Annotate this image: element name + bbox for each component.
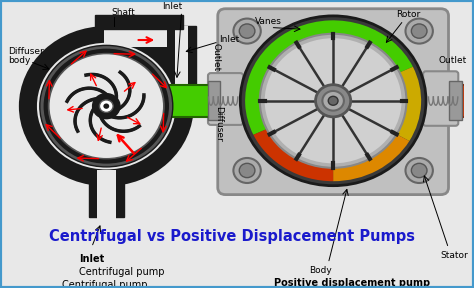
- Circle shape: [36, 42, 177, 170]
- FancyBboxPatch shape: [423, 71, 458, 126]
- Circle shape: [92, 94, 120, 119]
- FancyBboxPatch shape: [208, 73, 243, 125]
- Circle shape: [260, 34, 407, 168]
- Text: body: body: [9, 56, 31, 65]
- Bar: [175, 26, 189, 97]
- Circle shape: [20, 27, 192, 185]
- Text: Outlet: Outlet: [439, 56, 467, 65]
- Circle shape: [233, 158, 261, 183]
- Circle shape: [50, 54, 163, 158]
- Circle shape: [322, 91, 344, 111]
- Circle shape: [239, 24, 255, 38]
- Circle shape: [411, 163, 427, 178]
- Circle shape: [328, 96, 338, 105]
- Text: Diffuser: Diffuser: [214, 106, 223, 142]
- Text: Diffuser: Diffuser: [9, 47, 44, 56]
- Text: Inlet: Inlet: [79, 254, 104, 264]
- Text: Centrifugal pump: Centrifugal pump: [62, 281, 148, 288]
- Circle shape: [264, 38, 401, 163]
- Circle shape: [239, 163, 255, 178]
- Bar: [167, 26, 196, 97]
- Text: Positive displacement pump: Positive displacement pump: [274, 278, 430, 288]
- Text: Centrifugal pump: Centrifugal pump: [79, 267, 164, 277]
- Circle shape: [316, 85, 351, 117]
- Bar: [133, 85, 213, 117]
- Wedge shape: [245, 20, 413, 135]
- Circle shape: [103, 103, 109, 109]
- Bar: [89, 170, 124, 217]
- Bar: [94, 15, 182, 29]
- Circle shape: [411, 24, 427, 38]
- Circle shape: [405, 158, 433, 183]
- Bar: [97, 27, 175, 56]
- Text: Rotor: Rotor: [396, 10, 420, 19]
- Wedge shape: [20, 27, 192, 185]
- Text: Body: Body: [309, 266, 331, 275]
- FancyBboxPatch shape: [218, 9, 448, 195]
- Text: Centrifugal vs Positive Displacement Pumps: Centrifugal vs Positive Displacement Pum…: [49, 229, 415, 244]
- Circle shape: [100, 100, 113, 112]
- Wedge shape: [333, 101, 410, 181]
- Bar: [448, 81, 462, 120]
- Bar: [458, 85, 474, 117]
- Wedge shape: [333, 67, 421, 141]
- Text: Outlet: Outlet: [212, 43, 221, 71]
- Circle shape: [40, 46, 173, 167]
- Wedge shape: [254, 101, 333, 181]
- Bar: [97, 170, 116, 220]
- Bar: [208, 81, 220, 120]
- Circle shape: [405, 18, 433, 43]
- Circle shape: [233, 18, 261, 43]
- Text: Stator: Stator: [441, 251, 468, 260]
- Circle shape: [240, 16, 426, 186]
- Text: Inlet: Inlet: [162, 3, 182, 12]
- Text: Vanes: Vanes: [255, 17, 282, 26]
- Text: Inlet: Inlet: [219, 35, 239, 44]
- Text: Shaft: Shaft: [111, 8, 135, 17]
- Bar: [104, 27, 167, 47]
